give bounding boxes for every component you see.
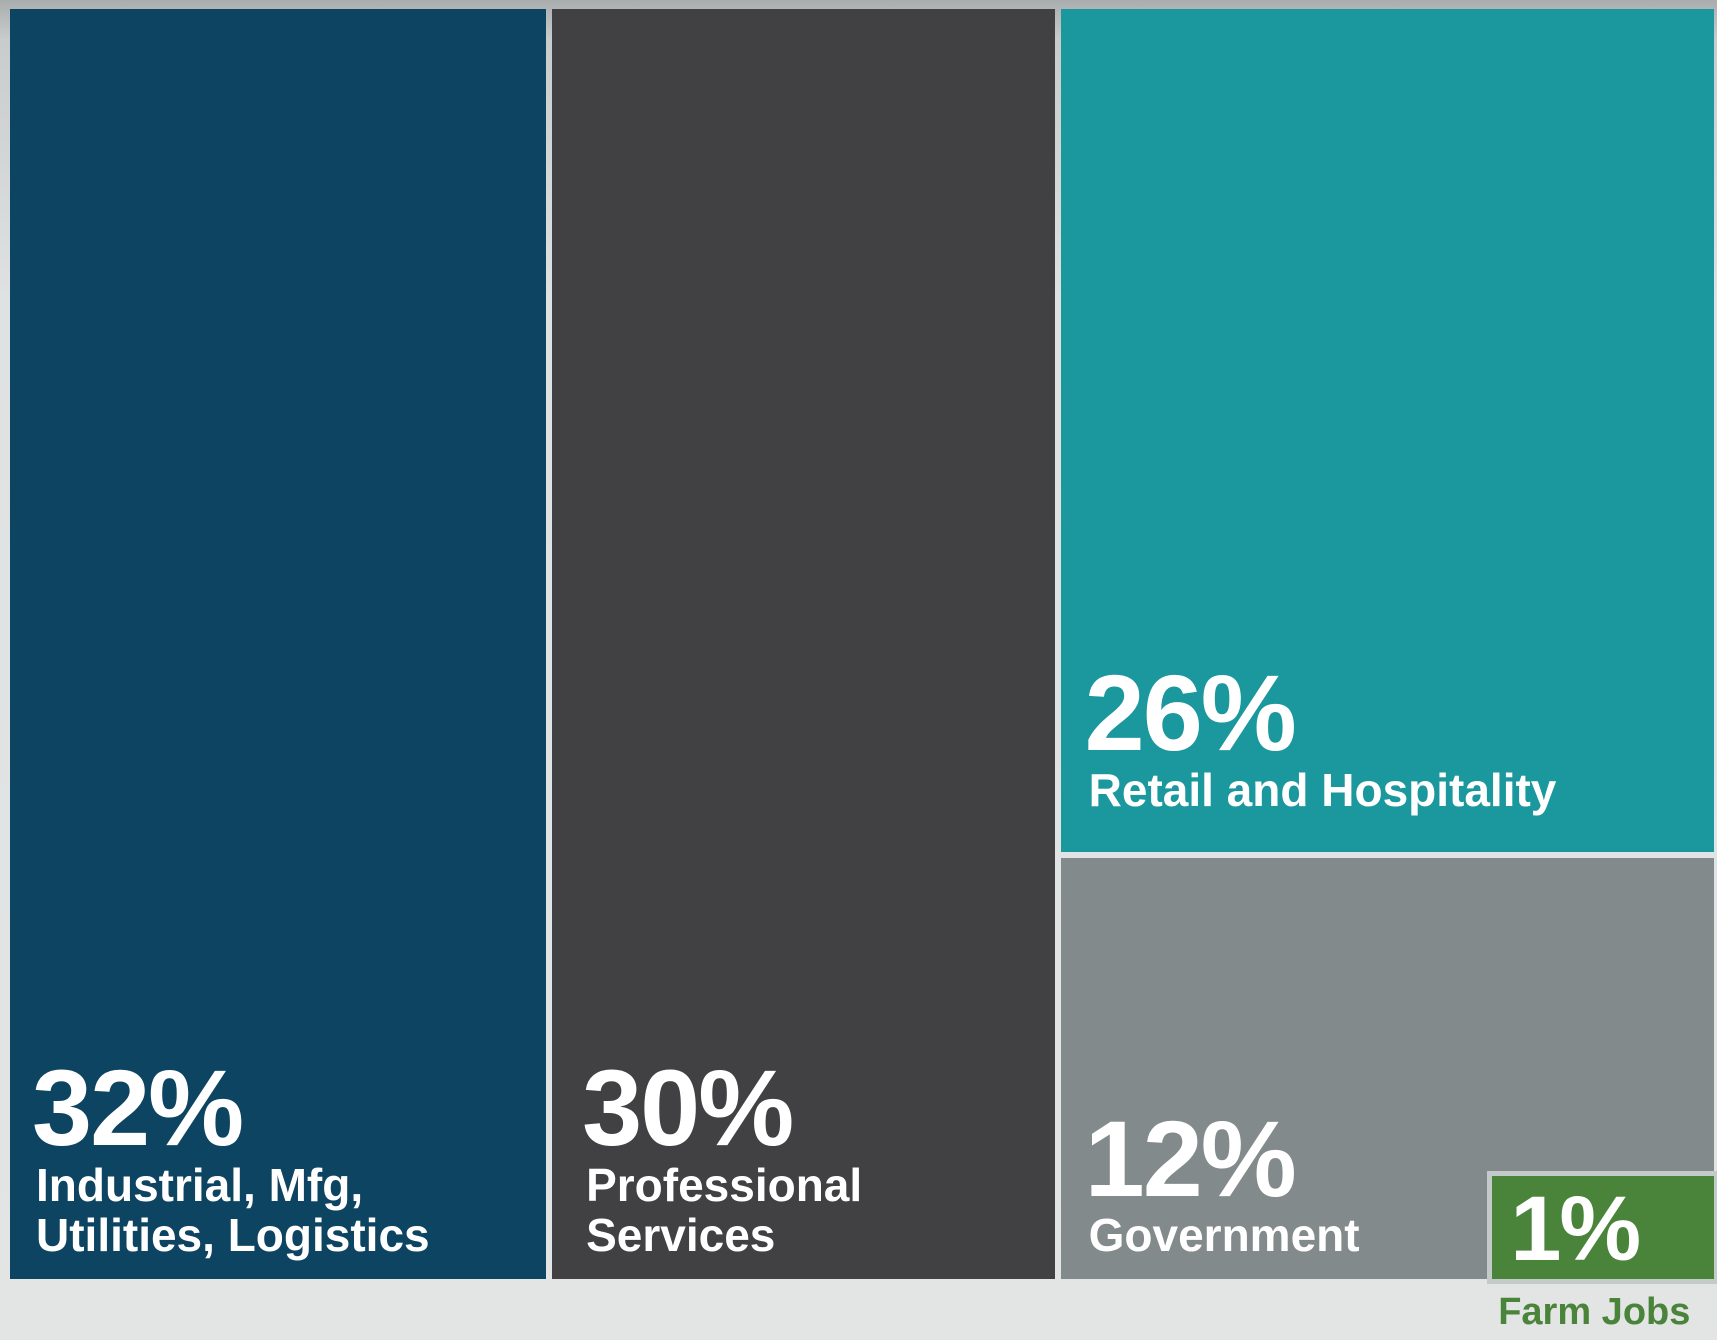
category-label: Government bbox=[1088, 1209, 1360, 1262]
tile: 32% Industrial, Mfg, Utilities, Logistics bbox=[10, 9, 547, 1279]
tile: 12% Government bbox=[1060, 857, 1714, 1279]
value-label: 32% bbox=[32, 1047, 244, 1169]
value-label: 26% bbox=[1084, 652, 1297, 774]
tile: 26% Retail and Hospitality bbox=[1060, 9, 1714, 852]
value-label: 30% bbox=[582, 1047, 794, 1169]
tile: 30% Professional Services bbox=[552, 9, 1055, 1279]
tile: 1% bbox=[1487, 1170, 1717, 1285]
value-label: 1% bbox=[1510, 1177, 1641, 1280]
category-label: Retail and Hospitality bbox=[1088, 764, 1557, 817]
category-label: Industrial, Mfg, Utilities, Logistics bbox=[36, 1158, 430, 1262]
value-label: 12% bbox=[1084, 1097, 1297, 1219]
category-label: Farm Jobs bbox=[1498, 1291, 1691, 1333]
category-label: Professional Services bbox=[586, 1158, 863, 1262]
